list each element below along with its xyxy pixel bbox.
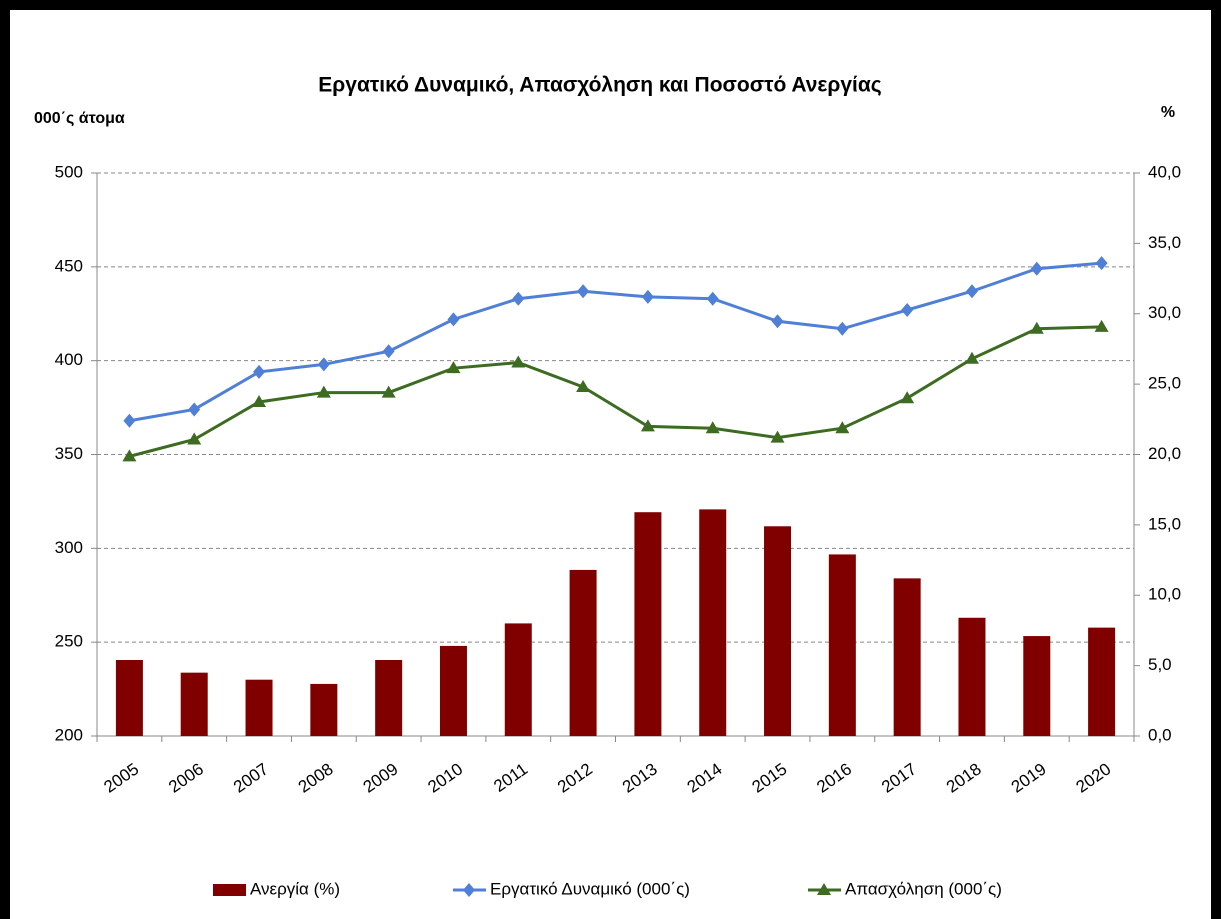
marker — [640, 419, 655, 432]
bar — [958, 617, 986, 736]
marker — [511, 355, 526, 368]
y-tick-label: 400 — [55, 350, 83, 369]
line — [129, 325, 1102, 458]
marker — [706, 291, 719, 306]
x-tick-label: 2011 — [490, 759, 531, 796]
y2-tick-label: 40,0 — [1148, 162, 1181, 181]
x-tick-label: 2015 — [749, 759, 791, 796]
marker — [316, 385, 331, 398]
x-tick-label: 2010 — [424, 759, 466, 796]
x-tick-label: 2013 — [619, 759, 661, 796]
y-axis-label: 000΄ς άτομα — [34, 110, 125, 127]
marker — [1029, 321, 1044, 334]
y-tick-label: 500 — [55, 162, 83, 181]
legend-label: Απασχόληση (000΄ς) — [845, 879, 1002, 898]
marker — [900, 391, 915, 404]
bar — [699, 509, 727, 736]
x-tick-label: 2006 — [165, 759, 207, 796]
marker — [122, 449, 137, 462]
bar — [764, 526, 792, 736]
x-tick-label: 2005 — [100, 759, 142, 796]
bar — [828, 554, 856, 736]
chart-title: Εργατικό Δυναμικό, Απασχόληση και Ποσοστ… — [318, 74, 881, 97]
marker — [705, 421, 720, 434]
marker — [252, 394, 267, 407]
marker — [446, 361, 461, 374]
marker — [641, 289, 654, 304]
x-tick-label: 2018 — [943, 759, 985, 796]
x-tick-label: 2019 — [1008, 759, 1050, 796]
y2-tick-label: 10,0 — [1148, 585, 1181, 604]
x-tick-label: 2020 — [1073, 759, 1115, 796]
line — [129, 261, 1102, 423]
marker — [835, 421, 850, 434]
bar — [439, 645, 467, 736]
bar — [634, 512, 662, 736]
marker — [901, 302, 914, 317]
y-tick-label: 250 — [55, 632, 83, 651]
marker — [381, 385, 396, 398]
marker — [512, 291, 525, 306]
bar — [245, 679, 273, 736]
x-tick-label: 2008 — [295, 759, 337, 796]
marker — [317, 357, 330, 372]
marker — [188, 402, 201, 417]
y2-axis-label: % — [1161, 104, 1175, 121]
bar — [504, 623, 532, 736]
marker — [1030, 261, 1043, 276]
y2-tick-label: 30,0 — [1148, 303, 1181, 322]
marker — [253, 364, 266, 379]
y2-tick-label: 35,0 — [1148, 233, 1181, 252]
marker — [123, 413, 136, 428]
bar — [115, 659, 143, 736]
x-tick-label: 2007 — [230, 759, 272, 796]
bar — [569, 569, 597, 736]
marker — [577, 284, 590, 299]
y2-tick-label: 5,0 — [1148, 655, 1172, 674]
y2-tick-label: 15,0 — [1148, 514, 1181, 533]
marker — [965, 284, 978, 299]
bar — [1088, 627, 1116, 736]
marker — [187, 432, 202, 445]
bar — [893, 578, 921, 736]
y-tick-label: 300 — [55, 538, 83, 557]
x-tick-label: 2016 — [813, 759, 855, 796]
bar — [1023, 636, 1051, 736]
marker — [771, 314, 784, 329]
y2-tick-label: 0,0 — [1148, 725, 1172, 744]
marker — [770, 430, 785, 443]
x-tick-label: 2014 — [684, 759, 726, 796]
x-tick-label: 2009 — [360, 759, 402, 796]
marker — [447, 312, 460, 327]
y-tick-label: 200 — [55, 725, 83, 744]
y-tick-label: 350 — [55, 444, 83, 463]
marker — [817, 883, 831, 895]
marker — [1095, 256, 1108, 271]
marker — [836, 321, 849, 336]
y2-tick-label: 25,0 — [1148, 374, 1181, 393]
marker — [1094, 319, 1109, 332]
legend-label: Εργατικό Δυναμικό (000΄ς) — [490, 879, 690, 898]
marker — [576, 379, 591, 392]
legend-label: Ανεργία (%) — [250, 879, 340, 898]
marker — [463, 883, 475, 897]
y-tick-label: 450 — [55, 256, 83, 275]
x-tick-label: 2017 — [878, 759, 920, 796]
marker — [382, 344, 395, 359]
marker — [964, 351, 979, 364]
bar — [375, 659, 403, 736]
bar — [180, 672, 208, 736]
x-tick-label: 2012 — [554, 759, 596, 796]
bar — [310, 683, 338, 736]
legend-swatch — [213, 884, 246, 896]
y2-tick-label: 20,0 — [1148, 444, 1181, 463]
